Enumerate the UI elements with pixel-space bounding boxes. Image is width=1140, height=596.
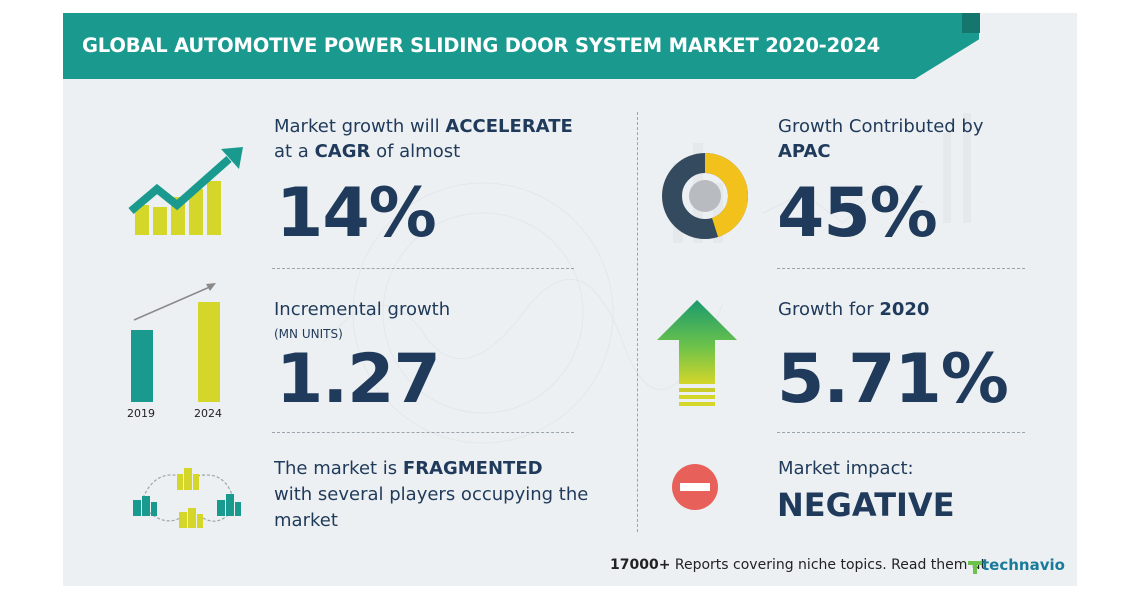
title-banner-fold	[962, 13, 980, 33]
footer-text: 17000+ Reports covering niche topics. Re…	[610, 557, 986, 573]
structure-text-3: market	[274, 510, 338, 531]
cagr-emphasis: CAGR	[314, 141, 371, 162]
growth-trend-icon	[128, 147, 243, 235]
negative-impact-icon	[672, 464, 718, 510]
column-divider	[637, 112, 638, 532]
structure-text-2: with several players occupying the	[274, 484, 589, 505]
bar-label-2019: 2019	[127, 407, 155, 420]
technavio-logo-icon	[968, 561, 982, 574]
row-divider-left-1	[272, 268, 574, 269]
market-structure-text: The market is FRAGMENTED with several pl…	[274, 456, 588, 534]
fragmented-emphasis: FRAGMENTED	[402, 458, 543, 479]
incremental-label: Incremental growth	[274, 299, 451, 320]
incremental-bar-chart-icon	[131, 283, 220, 402]
donut-apac-segment	[662, 153, 748, 239]
bar-label-2024: 2024	[194, 407, 222, 420]
incremental-value: 1.27	[276, 340, 441, 419]
region-name: APAC	[778, 141, 831, 162]
row-divider-left-2	[272, 432, 574, 433]
yoy-year: 2020	[879, 299, 930, 320]
donut-center	[689, 180, 721, 212]
page-title: GLOBAL AUTOMOTIVE POWER SLIDING DOOR SYS…	[82, 34, 881, 57]
cagr-label-text-1: Market growth will	[274, 116, 446, 137]
technavio-logo[interactable]: technavio	[982, 556, 1065, 574]
bar-2024	[198, 302, 220, 402]
cagr-value: 14%	[276, 174, 437, 253]
yoy-value: 5.71%	[777, 340, 1009, 419]
region-label-text: Growth Contributed by	[778, 116, 984, 137]
footer-caption: Reports covering niche topics. Read them…	[670, 557, 986, 573]
bar-2019	[131, 330, 153, 402]
fragmented-market-icon	[133, 468, 241, 528]
region-donut-chart	[662, 153, 748, 239]
report-count: 17000+	[610, 557, 671, 573]
infographic-card	[63, 13, 1077, 586]
yoy-label-text: Growth for	[778, 299, 880, 320]
cagr-accelerate-emphasis: ACCELERATE	[445, 116, 573, 137]
row-divider-right-2	[777, 432, 1025, 433]
region-share-value: 45%	[777, 174, 938, 253]
yoy-label: Growth for 2020	[778, 297, 929, 322]
cagr-label-text-3: of almost	[370, 141, 461, 162]
region-label: Growth Contributed by APAC	[778, 114, 984, 164]
growth-up-arrow-icon	[657, 300, 737, 406]
impact-label: Market impact:	[778, 458, 914, 479]
cagr-label: Market growth will ACCELERATE at a CAGR …	[274, 114, 573, 164]
cagr-label-text-2: at a	[274, 141, 315, 162]
row-divider-right-1	[777, 268, 1025, 269]
title-banner	[63, 13, 979, 79]
structure-text-1: The market is	[274, 458, 403, 479]
incremental-unit: (MN UNITS)	[274, 327, 343, 341]
impact-value: NEGATIVE	[777, 486, 955, 524]
